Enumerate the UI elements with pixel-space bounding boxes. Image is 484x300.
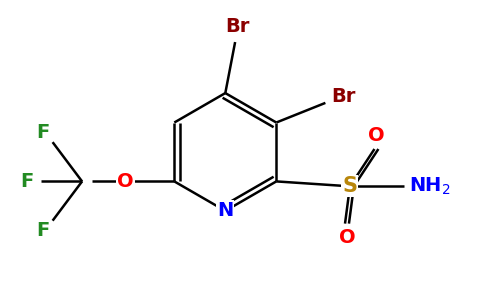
Text: S: S: [342, 176, 357, 196]
Text: F: F: [36, 221, 49, 240]
Text: F: F: [36, 123, 49, 142]
Text: Br: Br: [331, 88, 355, 106]
Text: NH$_2$: NH$_2$: [409, 176, 451, 197]
Text: O: O: [368, 126, 385, 145]
Text: F: F: [20, 172, 34, 191]
Text: Br: Br: [225, 17, 249, 36]
Text: O: O: [117, 172, 134, 191]
Text: O: O: [339, 228, 355, 247]
Text: N: N: [217, 201, 233, 220]
